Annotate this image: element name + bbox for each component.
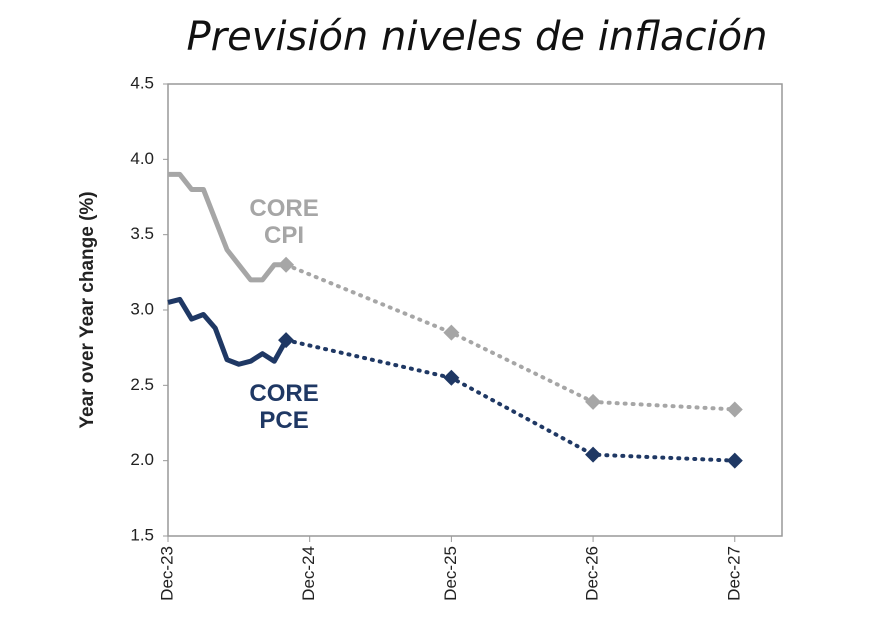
x-tick-label: Dec-25 [441,546,460,601]
plot-frame [167,83,783,537]
y-tick-label: 4.5 [130,73,154,92]
series-label: CORE CPI [249,194,319,249]
series-label: CORE PCE [249,380,319,435]
actual-line [167,296,289,367]
x-tick-label: Dec-23 [157,546,176,601]
y-tick-label: 4.0 [130,149,154,168]
marker [585,446,602,463]
forecast-line [284,338,737,463]
marker [443,324,460,341]
marker [585,393,602,410]
y-axis-label: Year over Year change (%) [77,191,98,428]
y-tick-label: 2.5 [130,375,154,394]
y-tick-label: 3.5 [130,224,154,243]
marker [726,452,743,469]
chart-title: Previsión niveles de inflación [186,14,768,60]
y-tick-label: 1.5 [130,525,154,544]
forecast-line [284,262,737,412]
y-tick-label: 2.0 [130,450,154,469]
actual-line [168,171,287,283]
x-tick-label: Dec-26 [583,546,602,601]
x-tick-label: Dec-27 [724,546,743,601]
x-tick-label: Dec-24 [299,546,318,601]
marker [278,332,295,349]
y-tick-label: 3.0 [130,299,154,318]
marker [278,256,295,273]
marker [726,401,743,418]
marker [443,369,460,386]
